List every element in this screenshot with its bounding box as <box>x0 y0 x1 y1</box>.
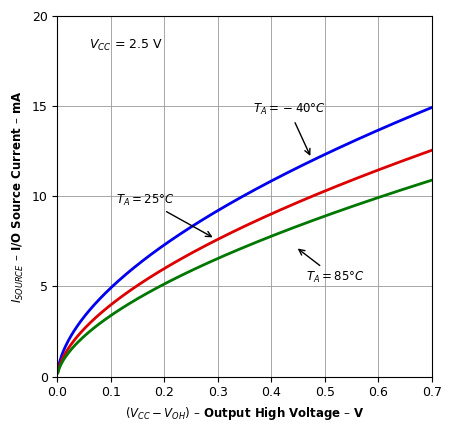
Text: $T_A = 85°C$: $T_A = 85°C$ <box>299 249 365 285</box>
Text: $V_{CC}$ = 2.5 V: $V_{CC}$ = 2.5 V <box>89 38 164 53</box>
X-axis label: $(V_{CC} - V_{OH})$ – Output High Voltage – V: $(V_{CC} - V_{OH})$ – Output High Voltag… <box>125 405 365 422</box>
Y-axis label: $I_{SOURCE}$ – I/O Source Current – mA: $I_{SOURCE}$ – I/O Source Current – mA <box>11 90 26 303</box>
Text: $T_A = -40°C$: $T_A = -40°C$ <box>253 102 326 155</box>
Text: $T_A = 25°C$: $T_A = 25°C$ <box>116 192 212 236</box>
